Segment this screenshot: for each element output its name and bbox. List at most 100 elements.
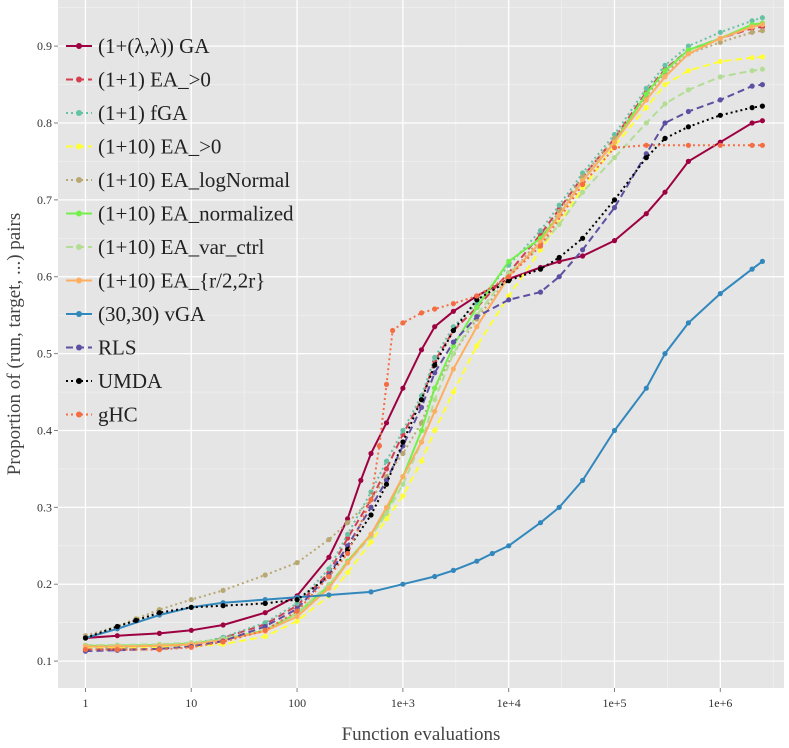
data-point [685, 320, 692, 326]
data-point [294, 600, 300, 607]
plot-panel [58, 0, 784, 688]
data-point [432, 370, 438, 376]
legend-item: (1+10) EA_{r/2,2r} [66, 269, 265, 293]
data-point [662, 74, 668, 80]
data-point [294, 618, 300, 624]
data-point [156, 647, 162, 653]
series-11 [82, 142, 766, 653]
legend-label: UMDA [98, 369, 163, 393]
data-point [759, 118, 766, 124]
data-point [506, 543, 512, 549]
data-point [400, 439, 406, 445]
data-point [400, 385, 406, 391]
data-point [537, 520, 544, 526]
data-point [474, 324, 480, 330]
series-10 [82, 103, 766, 641]
legend: (1+(λ,λ)) GA (1+1) EA_>0 (1+1) fGA (1+10) E… [66, 34, 294, 427]
data-point [400, 427, 406, 434]
data-point [326, 585, 332, 591]
data-point [450, 301, 456, 307]
legend-swatch-point [76, 277, 82, 284]
data-point [188, 597, 194, 603]
data-point [418, 439, 425, 445]
x-tick-label: 1e+4 [497, 696, 521, 710]
data-point [685, 108, 692, 115]
data-point [114, 647, 120, 653]
data-point [376, 443, 382, 449]
data-point [220, 622, 226, 628]
y-tick-label: 0.1 [37, 654, 52, 668]
data-point [717, 97, 723, 103]
data-point [474, 343, 480, 349]
data-point [188, 644, 194, 650]
data-point [717, 291, 723, 297]
data-point [685, 142, 692, 148]
data-point [759, 258, 766, 264]
data-point [262, 620, 268, 626]
legend-label: (1+10) EA_logNormal [98, 168, 290, 192]
data-point [400, 481, 406, 487]
data-point [450, 389, 456, 395]
data-point [611, 145, 618, 151]
legend-swatch-point [76, 378, 82, 384]
data-point [432, 306, 438, 312]
data-point [556, 258, 562, 264]
data-point [611, 427, 618, 434]
data-point [643, 85, 649, 91]
data-point [400, 581, 406, 587]
data-point [556, 212, 562, 218]
legend-item: (1+1) fGA [66, 101, 188, 125]
legend-label: (1+10) EA_var_ctrl [98, 235, 265, 259]
data-point [418, 458, 425, 464]
data-point [432, 324, 438, 330]
data-point [662, 135, 668, 141]
data-point [156, 630, 162, 637]
data-point [345, 560, 351, 566]
x-tick-label: 1 [82, 696, 88, 710]
data-point [556, 254, 562, 261]
data-point [717, 58, 723, 65]
series-0 [82, 118, 766, 641]
data-point [188, 627, 194, 633]
data-point [506, 258, 512, 264]
y-tick-label: 0.9 [37, 39, 52, 53]
data-point [580, 235, 586, 241]
data-point [294, 560, 300, 566]
data-point [368, 589, 374, 595]
data-point [432, 427, 438, 434]
data-point [432, 385, 438, 391]
data-point [580, 247, 586, 253]
legend-swatch-point [76, 76, 82, 83]
data-point [345, 531, 351, 537]
data-point [432, 354, 438, 361]
x-tick-label: 100 [288, 696, 306, 710]
data-point [580, 253, 586, 259]
data-point [685, 43, 692, 49]
data-point [418, 310, 425, 316]
data-point [611, 205, 618, 211]
data-point [383, 510, 390, 517]
series-layer [82, 15, 766, 654]
data-point [749, 68, 755, 74]
data-point [717, 112, 723, 118]
data-point [537, 289, 544, 295]
legend-swatch-point [76, 210, 82, 217]
x-tick-label: 10 [185, 696, 197, 710]
y-axis-label: Proportion of (run, target, ...) pairs [4, 213, 25, 475]
legend-item: (1+10) EA_var_ctrl [66, 235, 265, 259]
data-point [759, 22, 766, 28]
data-point [749, 55, 755, 61]
data-point [383, 381, 390, 387]
data-point [368, 531, 374, 537]
legend-swatch-point [76, 177, 82, 183]
legend-item: (1+1) EA_>0 [66, 68, 211, 92]
data-point [759, 15, 766, 21]
legend-label: (1+1) fGA [98, 101, 188, 125]
legend-item: (30,30) vGA [66, 302, 206, 326]
legend-label: (1+10) EA_normalized [98, 202, 294, 226]
x-tick-label: 1e+3 [391, 696, 415, 710]
x-tick-label: 1e+5 [602, 696, 626, 710]
data-point [717, 35, 723, 42]
data-point [390, 327, 396, 334]
